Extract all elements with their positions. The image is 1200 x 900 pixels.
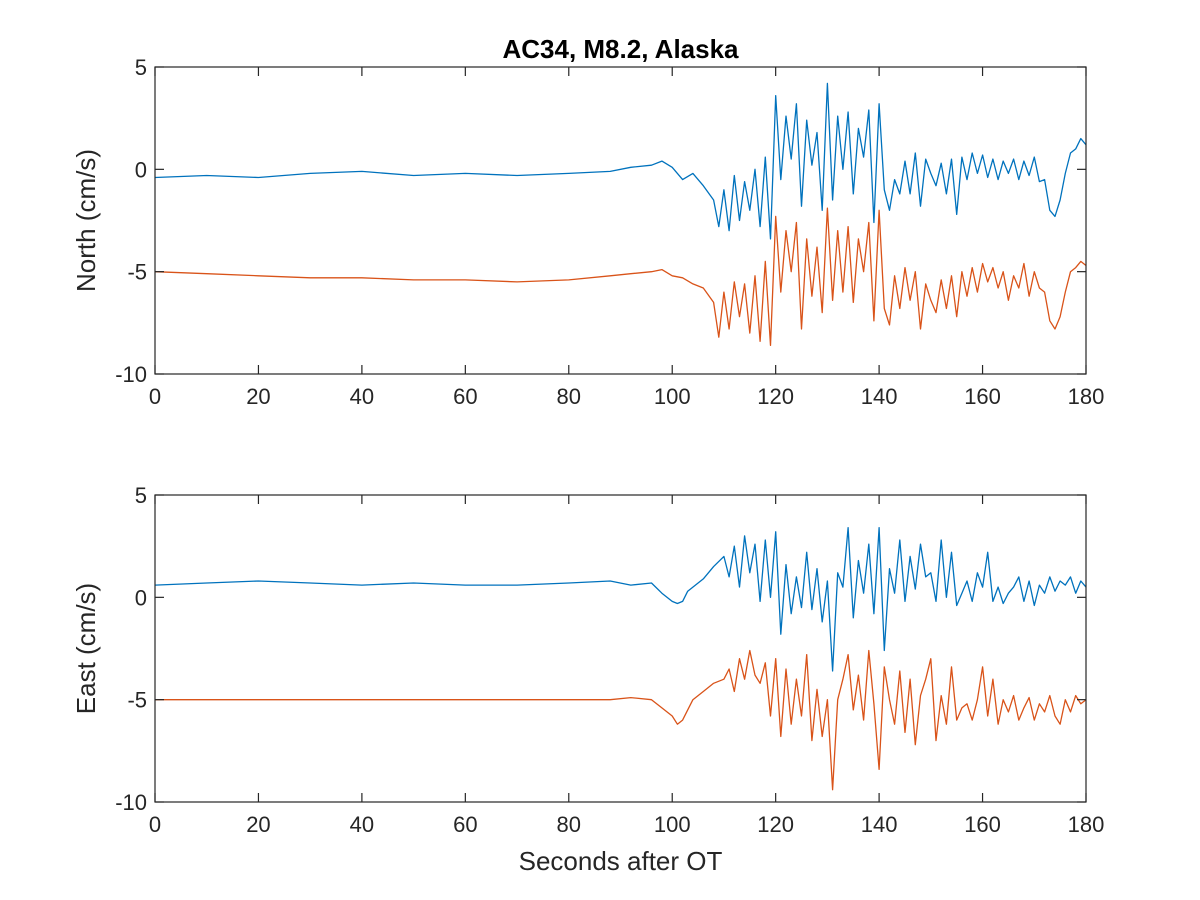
x-tick-label: 100 (654, 812, 691, 837)
chart-title: AC34, M8.2, Alaska (502, 34, 739, 64)
y-tick-label: 0 (135, 157, 147, 182)
x-tick-label: 80 (557, 384, 581, 409)
x-tick-label: 60 (453, 384, 477, 409)
x-tick-label: 80 (557, 812, 581, 837)
x-tick-label: 180 (1068, 384, 1105, 409)
series-line-1 (154, 527, 1087, 672)
y-tick-label: 0 (135, 585, 147, 610)
y-tick-label: -10 (115, 790, 147, 815)
east-plot: 0 20 40 60 80 100 120 140 160 180 5 0 -5 -10 East (cm/… (71, 483, 1104, 876)
x-tick-label: 120 (757, 812, 794, 837)
north-plot: 0 20 40 60 80 100 120 140 160 180 5 0 -5 -10 AC34, M8.… (71, 34, 1104, 409)
x-axis-label: Seconds after OT (519, 846, 723, 876)
x-tick-label: 0 (149, 384, 161, 409)
x-tick-label: 180 (1068, 812, 1105, 837)
x-tick-label: 100 (654, 384, 691, 409)
x-tick-label: 40 (350, 384, 374, 409)
x-tick-label: 160 (964, 384, 1001, 409)
series-line-2 (155, 649, 1087, 791)
axes-frame (154, 66, 1087, 375)
series-line-2 (154, 207, 1087, 346)
x-tick-label: 160 (964, 812, 1001, 837)
series-line-1 (154, 82, 1087, 240)
x-tick-label: 60 (453, 812, 477, 837)
x-tick-label: 0 (149, 812, 161, 837)
x-tick-label: 40 (350, 812, 374, 837)
y-tick-label: -10 (115, 362, 147, 387)
x-tick-label: 20 (246, 384, 270, 409)
y-axis-label: East (cm/s) (71, 583, 101, 714)
y-tick-label: 5 (135, 55, 147, 80)
x-tick-label: 120 (757, 384, 794, 409)
y-tick-label: -5 (127, 260, 147, 285)
x-tick-label: 140 (861, 812, 898, 837)
x-tick-label: 140 (861, 384, 898, 409)
y-axis-label: North (cm/s) (71, 149, 101, 292)
axes-frame (154, 494, 1087, 803)
y-tick-label: 5 (135, 483, 147, 508)
x-tick-label: 20 (246, 812, 270, 837)
y-tick-label: -5 (127, 688, 147, 713)
